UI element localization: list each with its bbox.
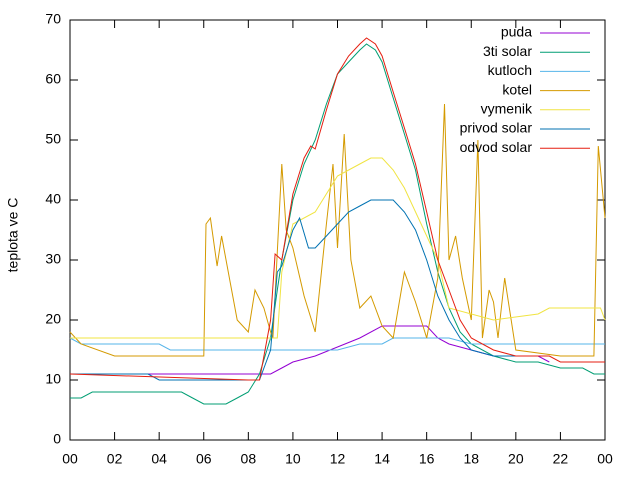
y-tick-label: 40: [45, 191, 61, 207]
y-tick-label: 10: [45, 371, 61, 387]
series-line: [69, 337, 605, 351]
x-tick-label: 10: [285, 451, 301, 467]
x-tick-label: 18: [463, 451, 479, 467]
legend-label: vymenik: [481, 101, 533, 117]
legend-label: odvod solar: [460, 139, 533, 155]
x-tick-label: 20: [508, 451, 524, 467]
series-line: [69, 37, 605, 381]
legend-label: kotel: [502, 81, 532, 97]
x-tick-label: 06: [196, 451, 212, 467]
x-tick-label: 22: [553, 451, 569, 467]
y-tick-label: 70: [45, 11, 61, 27]
y-tick-label: 30: [45, 251, 61, 267]
x-tick-label: 14: [374, 451, 390, 467]
y-axis-label: teplota ve C: [5, 198, 21, 273]
y-tick-label: 0: [53, 431, 61, 447]
legend-label: puda: [501, 24, 532, 40]
legend-label: kutloch: [488, 62, 532, 78]
series-line: [70, 43, 605, 405]
x-tick-label: 00: [62, 451, 78, 467]
x-tick-label: 16: [419, 451, 435, 467]
legend-label: privod solar: [460, 120, 533, 136]
x-tick-label: 02: [107, 451, 123, 467]
x-tick-label: 08: [241, 451, 257, 467]
y-tick-label: 50: [45, 131, 61, 147]
x-tick-label: 00: [597, 451, 613, 467]
legend-label: 3ti solar: [483, 43, 532, 59]
series-line: [70, 157, 606, 339]
plot-frame: [69, 19, 606, 441]
series-line: [70, 199, 539, 381]
x-tick-label: 04: [151, 451, 167, 467]
y-tick-label: 20: [45, 311, 61, 327]
series-line: [69, 103, 606, 357]
x-tick-label: 12: [330, 451, 346, 467]
y-tick-label: 60: [45, 71, 61, 87]
